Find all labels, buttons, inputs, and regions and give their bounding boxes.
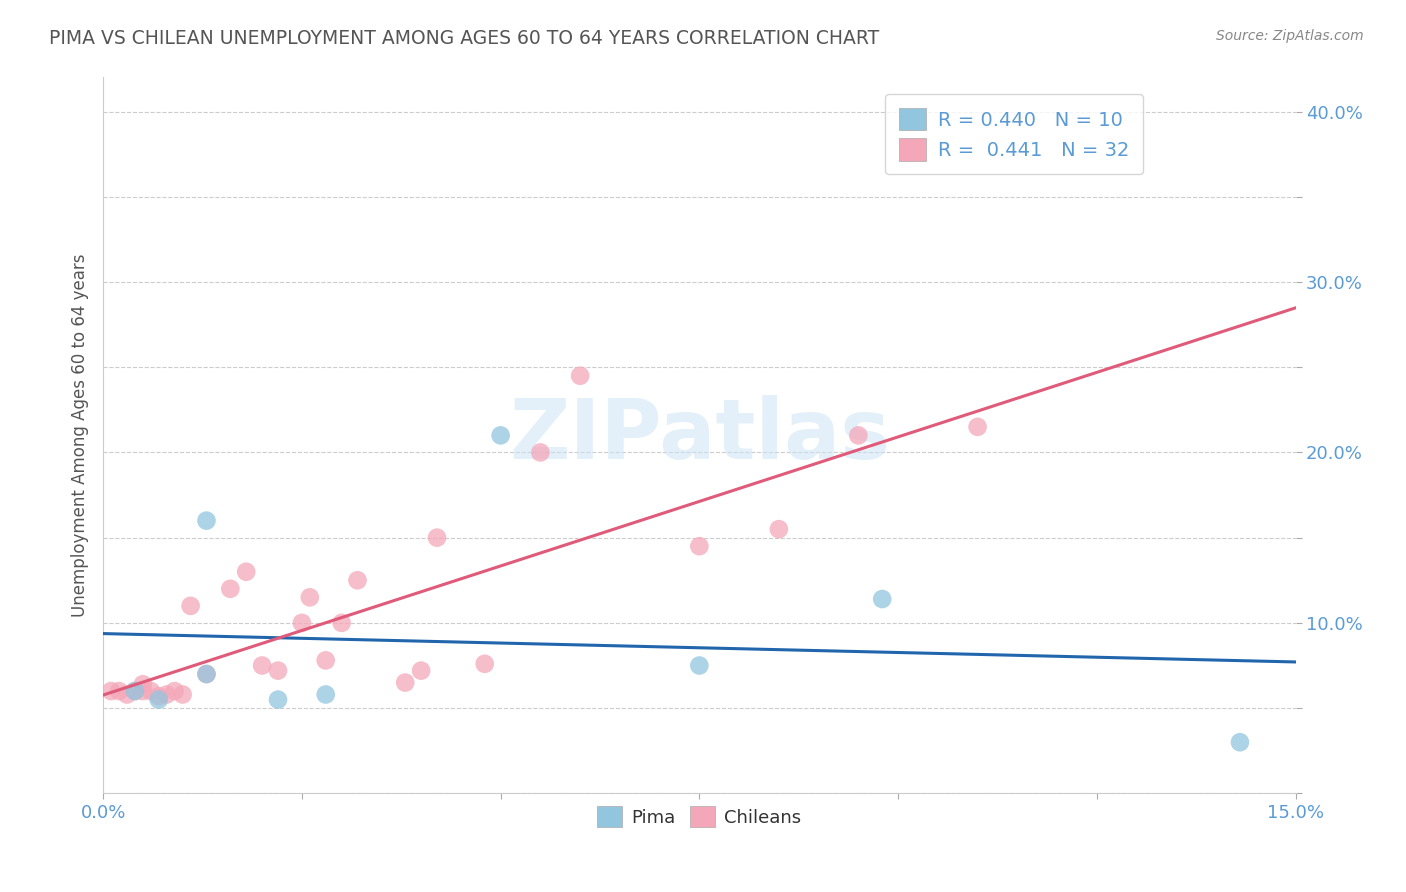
Point: [688, 658, 710, 673]
Text: PIMA VS CHILEAN UNEMPLOYMENT AMONG AGES 60 TO 64 YEARS CORRELATION CHART: PIMA VS CHILEAN UNEMPLOYMENT AMONG AGES …: [49, 29, 880, 47]
Point: [148, 692, 170, 706]
Point: [1229, 735, 1251, 749]
Point: [156, 688, 179, 702]
Legend: Pima, Chileans: Pima, Chileans: [591, 799, 808, 834]
Text: Source: ZipAtlas.com: Source: ZipAtlas.com: [1216, 29, 1364, 43]
Point: [172, 688, 194, 702]
Point: [148, 689, 170, 703]
Point: [267, 664, 290, 678]
Point: [529, 445, 551, 459]
Point: [411, 664, 433, 678]
Point: [100, 684, 122, 698]
Point: [132, 677, 155, 691]
Point: [291, 615, 314, 630]
Point: [346, 574, 368, 588]
Point: [474, 657, 496, 671]
Point: [124, 684, 146, 698]
Point: [426, 531, 449, 545]
Point: [267, 692, 290, 706]
Point: [163, 684, 186, 698]
Point: [489, 428, 512, 442]
Text: ZIPatlas: ZIPatlas: [509, 395, 890, 476]
Point: [108, 684, 131, 698]
Point: [315, 653, 337, 667]
Point: [846, 428, 869, 442]
Point: [870, 592, 893, 607]
Y-axis label: Unemployment Among Ages 60 to 64 years: Unemployment Among Ages 60 to 64 years: [72, 253, 89, 617]
Point: [235, 565, 257, 579]
Point: [768, 522, 790, 536]
Point: [195, 667, 218, 681]
Point: [132, 684, 155, 698]
Point: [315, 688, 337, 702]
Point: [219, 582, 242, 596]
Point: [394, 675, 416, 690]
Point: [250, 658, 273, 673]
Point: [966, 420, 988, 434]
Point: [139, 684, 162, 698]
Point: [330, 615, 353, 630]
Point: [688, 539, 710, 553]
Point: [298, 591, 321, 605]
Point: [115, 688, 138, 702]
Point: [195, 667, 218, 681]
Point: [569, 368, 592, 383]
Point: [195, 514, 218, 528]
Point: [124, 684, 146, 698]
Point: [180, 599, 202, 613]
